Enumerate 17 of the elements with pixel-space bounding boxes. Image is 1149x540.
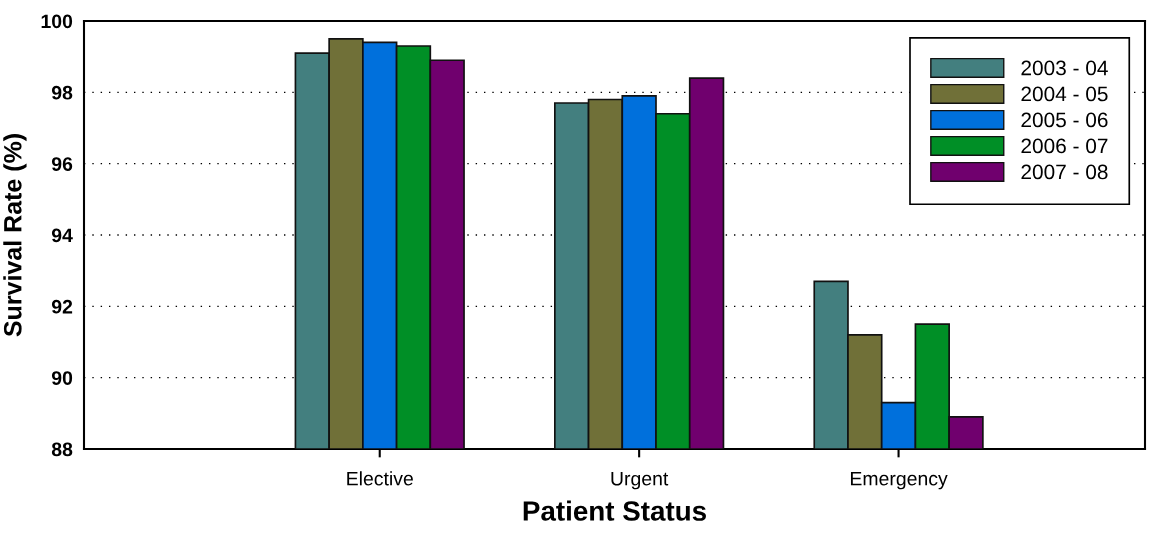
y-axis-title: Survival Rate (%)	[3, 134, 27, 337]
x-tick-label: Elective	[347, 471, 413, 486]
y-tick-label: 92	[51, 299, 73, 314]
legend-label: 2005 - 06	[1021, 112, 1108, 128]
y-tick-label: 100	[41, 14, 73, 29]
y-tick-label: 96	[51, 157, 73, 171]
y-tick-label: 88	[51, 442, 73, 457]
x-tick-label: Urgent	[611, 471, 669, 490]
legend-label: 2003 - 04	[1021, 60, 1108, 76]
x-axis-title: Patient Status	[523, 500, 706, 521]
legend-label: 2004 - 05	[1021, 86, 1108, 102]
legend-label: 2007 - 08	[1021, 164, 1108, 180]
y-tick-label: 94	[51, 228, 73, 243]
legend-label: 2006 - 07	[1021, 138, 1108, 154]
y-tick-label: 90	[51, 371, 73, 385]
y-tick-label: 98	[51, 85, 73, 100]
x-tick-label: Emergency	[850, 471, 948, 490]
